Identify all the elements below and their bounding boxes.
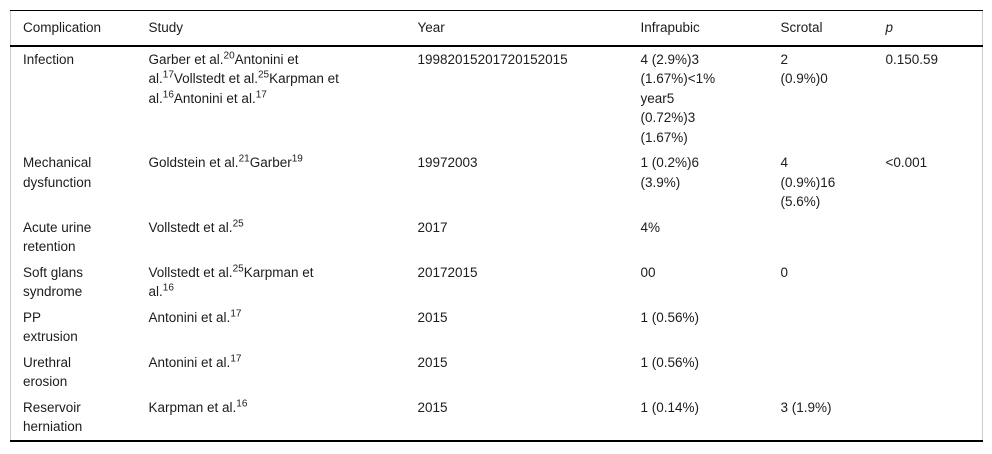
cell-year: 2015 [417,399,448,415]
cell-study: Vollstedt et al.25 [148,218,244,235]
cell-p: 0.150.59 [885,51,939,67]
column-header-study: Study [148,20,184,35]
column-header-p: p [885,20,894,35]
cell-infrapubic: 4 (2.9%)3 (1.67%)<1% year5 (0.72%)3 (1.6… [640,51,716,145]
cell-p [874,215,983,260]
page: Complication Study Year Infrapubic Scrot… [10,10,983,442]
column-header-complication: Complication [23,20,102,35]
cell-study: Antonini et al.17 [148,308,242,325]
table-header: Complication Study Year Infrapubic Scrot… [10,10,983,46]
cell-year: 19982015201720152015 [417,51,568,67]
cell-infrapubic: 1 (0.56%) [640,354,700,370]
cell-year: 2015 [417,354,448,370]
cell-scrotal: 3 (1.9%) [780,399,832,415]
cell-p [874,260,983,305]
cell-study: Antonini et al.17 [148,353,242,370]
cell-infrapubic: 1 (0.14%) [640,399,700,415]
cell-scrotal [769,305,874,350]
cell-year: 20172015 [417,264,478,280]
table-row: Soft glans syndrome Vollstedt et al.25Ka… [11,260,983,305]
table-row: Infection Garber et al.20Antonini et al.… [11,46,983,151]
cell-infrapubic: 00 [640,264,656,280]
cell-complication: Soft glans syndrome [23,264,84,300]
cell-year: 19972003 [417,155,478,170]
table-row: Urethral erosion Antonini et al.17 2015 … [11,350,983,395]
cell-infrapubic: 4% [640,219,661,235]
cell-complication: Infection [23,51,75,67]
cell-study: Karpman et al.16 [148,398,248,415]
cell-infrapubic: 1 (0.2%)6 (3.9%) [640,155,700,190]
column-header-year: Year [417,20,445,35]
complications-table: Complication Study Year Infrapubic Scrot… [10,10,983,442]
table-body: Infection Garber et al.20Antonini et al.… [11,46,983,441]
header-row: Complication Study Year Infrapubic Scrot… [10,10,983,46]
cell-complication: Acute urine retention [23,219,92,255]
cell-p: <0.001 [885,155,928,170]
cell-p [874,395,983,441]
column-header-scrotal: Scrotal [780,20,823,35]
cell-complication: PP extrusion [23,309,78,345]
cell-year: 2017 [417,219,448,235]
cell-study: Goldstein et al.21Garber19 [148,153,303,170]
table-row: Mechanical dysfunction Goldstein et al.2… [11,150,983,215]
cell-p [874,305,983,350]
cell-complication: Urethral erosion [23,354,72,390]
cell-scrotal: 2 (0.9%)0 [780,51,828,87]
column-header-infrapubic: Infrapubic [640,20,700,35]
cell-scrotal [769,350,874,395]
cell-year: 2015 [417,309,448,325]
cell-complication: Mechanical dysfunction [23,155,92,190]
table-row: Acute urine retention Vollstedt et al.25… [11,215,983,260]
cell-complication: Reservoir herniation [23,399,83,435]
cell-scrotal: 0 [780,264,789,280]
table-row: PP extrusion Antonini et al.17 2015 1 (0… [11,305,983,350]
cell-infrapubic: 1 (0.56%) [640,309,700,325]
cell-study: Vollstedt et al.25Karpman et al.16 [148,263,314,300]
cell-scrotal: 4 (0.9%)16 (5.6%) [780,155,836,209]
cell-study: Garber et al.20Antonini et al.17Vollsted… [148,50,339,106]
cell-p [874,350,983,395]
table-row: Reservoir herniation Karpman et al.16 20… [11,395,983,441]
cell-scrotal [769,215,874,260]
